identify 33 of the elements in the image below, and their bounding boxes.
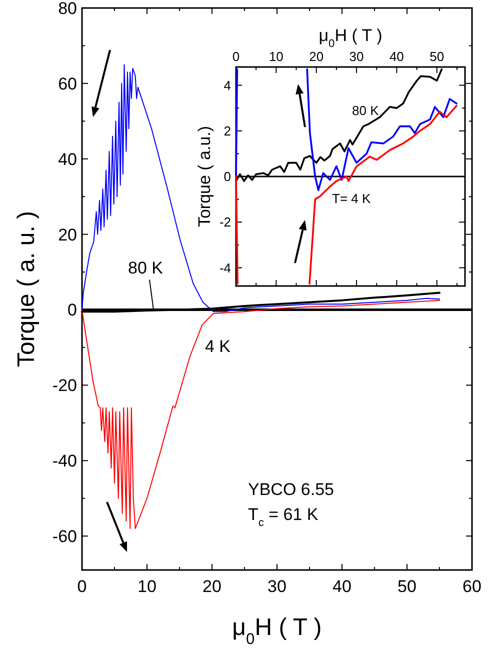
y-tick-label: 80 (58, 0, 77, 18)
y-tick-label: -2 (219, 214, 231, 230)
y-axis-title: Torque ( a. u. ) (13, 210, 40, 368)
x-tick-label: 40 (332, 577, 352, 596)
annotation: T= 4 K (332, 191, 371, 206)
y-tick-label: 4 (224, 78, 231, 93)
y-tick-label: 0 (224, 169, 231, 184)
x-tick-label: 50 (398, 577, 416, 596)
y-tick-label: -20 (52, 376, 77, 396)
y-axis-title: Torque ( a.u.) (195, 126, 214, 228)
annotation: 4 K (205, 337, 232, 356)
x-tick-label: 40 (389, 49, 404, 64)
x-tick-label: 30 (268, 577, 286, 596)
y-tick-label: 40 (58, 150, 77, 169)
x-axis-title: μ$_{0}$H ( T ) (232, 614, 322, 648)
y-tick-label: 20 (58, 225, 77, 244)
x-axis-title: μ$_{0}$H ( T ) (318, 26, 382, 50)
annotation: T$_{c}$ = 61 K (248, 505, 319, 529)
y-tick-label: -4 (219, 260, 231, 276)
y-tick-label: -40 (52, 452, 77, 471)
y-tick-label: 2 (224, 123, 231, 138)
y-tick-label: -60 (52, 527, 77, 546)
x-tick-label: 10 (138, 577, 156, 596)
y-tick-label: 60 (58, 74, 77, 94)
x-tick-label: 60 (462, 577, 482, 596)
x-tick-label: 20 (309, 49, 324, 64)
x-tick-label: 50 (430, 49, 444, 64)
y-tick-label: 0 (68, 300, 77, 320)
annotation: 80 K (352, 103, 380, 118)
annotation: 80 K (128, 258, 164, 278)
x-tick-label: 10 (268, 49, 284, 64)
annotation: YBCO 6.55 (248, 480, 334, 499)
x-tick-label: 30 (349, 49, 364, 64)
